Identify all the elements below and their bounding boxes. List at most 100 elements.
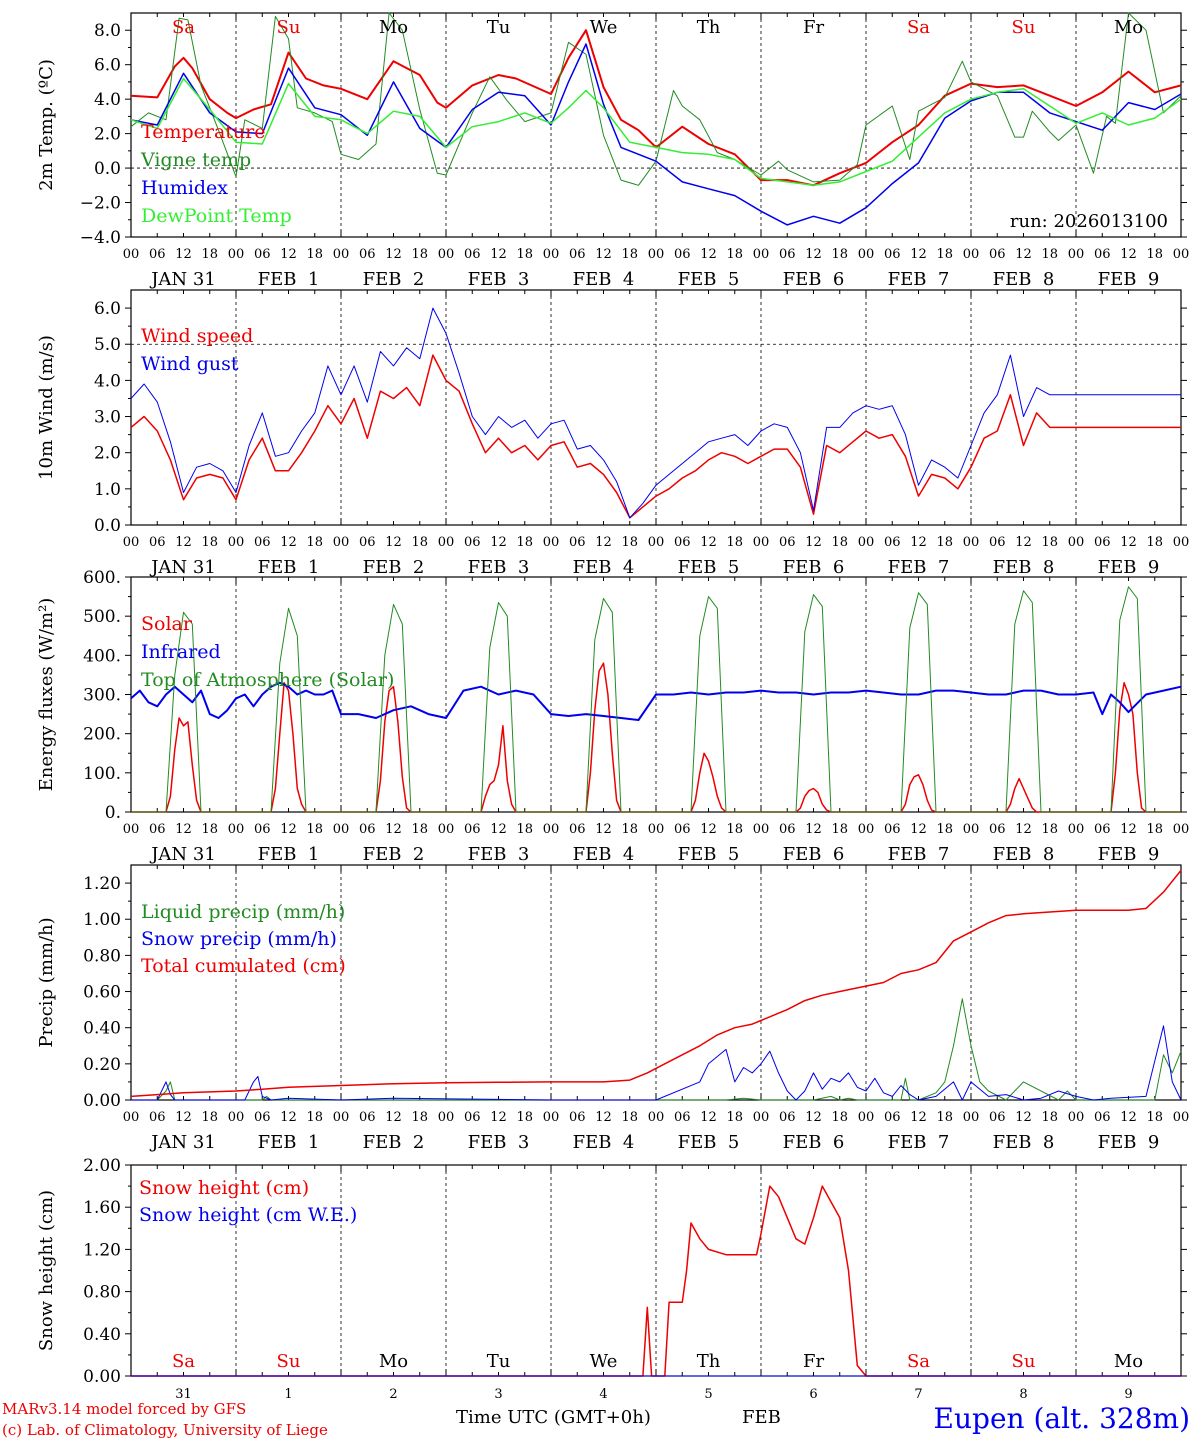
flux-hour-label: 00: [228, 822, 245, 837]
precip-hour-label: 12: [175, 1110, 192, 1125]
temp-hour-label: 12: [910, 247, 927, 262]
wind-hour-label: 06: [989, 535, 1006, 550]
flux-hour-label: 12: [910, 822, 927, 837]
wind-hour-label: 18: [831, 535, 848, 550]
flux-hour-label: 06: [149, 822, 166, 837]
temp-weekday-label: Tu: [487, 17, 511, 38]
flux-hour-label: 18: [621, 822, 638, 837]
flux-y-tick-label: 0.: [105, 803, 121, 823]
flux-hour-label: 06: [359, 822, 376, 837]
flux-date-label: FEB 3: [468, 844, 530, 865]
wind-hour-label: 06: [779, 535, 796, 550]
temp-date-label: FEB 2: [363, 269, 425, 290]
temp-hour-label: 18: [1146, 247, 1163, 262]
wind-hour-label: 00: [753, 535, 770, 550]
snow-legend-entry: Snow height (cm): [139, 1177, 309, 1199]
temp-date-label: FEB 3: [468, 269, 530, 290]
precip-hour-label: 18: [1041, 1110, 1058, 1125]
wind-hour-label: 12: [280, 535, 297, 550]
snow-day-number-label: 5: [704, 1387, 712, 1402]
flux-y-tick-label: 400.: [83, 646, 121, 666]
precip-hour-label: 12: [700, 1110, 717, 1125]
temp-series-temperature: [130, 29, 1182, 187]
snow-y-tick-label: 0.00: [83, 1367, 121, 1387]
precip-y-tick-label: 1.00: [83, 910, 121, 930]
run-label: run: 2026013100: [1010, 211, 1168, 232]
precip-hour-label: 06: [989, 1110, 1006, 1125]
wind-date-label: FEB 6: [783, 557, 845, 578]
precip-hour-label: 06: [359, 1110, 376, 1125]
flux-y-tick-label: 200.: [83, 725, 121, 745]
wind-date-label: FEB 8: [993, 557, 1055, 578]
wind-hour-label: 06: [359, 535, 376, 550]
temp-hour-label: 12: [595, 247, 612, 262]
flux-legend-entry: Top of Atmosphere (Solar): [141, 669, 394, 691]
flux-hour-label: 00: [123, 822, 140, 837]
temp-hour-label: 00: [858, 247, 875, 262]
precip-date-label: FEB 1: [258, 1132, 320, 1153]
wind-panel: 0.0 1.0 2.0 3.0 4.0 5.0 6.0 10m Wind (m/s) Wind …: [36, 289, 1189, 578]
temp-weekday-label: Sa: [172, 17, 195, 38]
precip-hour-label: 06: [884, 1110, 901, 1125]
flux-hour-label: 00: [438, 822, 455, 837]
wind-hour-label: 12: [805, 535, 822, 550]
wind-hour-label: 18: [516, 535, 533, 550]
precip-hour-label: 18: [306, 1110, 323, 1125]
wind-y-tick-label: 4.0: [94, 371, 121, 391]
flux-hour-label: 00: [753, 822, 770, 837]
temp-weekday-label: Mo: [379, 17, 408, 38]
temp-hour-label: 18: [726, 247, 743, 262]
snow-y-tick-label: 1.20: [83, 1240, 121, 1260]
temp-hour-label: 06: [359, 247, 376, 262]
temp-legend-entry: Temperature: [141, 121, 265, 143]
flux-hour-label: 06: [1094, 822, 1111, 837]
precip-hour-label: 00: [1068, 1110, 1085, 1125]
precip-date-label: FEB 5: [678, 1132, 740, 1153]
flux-hour-label: 00: [1173, 822, 1190, 837]
snow-legend-entry: Snow height (cm W.E.): [139, 1204, 357, 1226]
wind-hour-label: 18: [411, 535, 428, 550]
snow-weekday-label: Th: [697, 1351, 721, 1372]
flux-hour-label: 06: [884, 822, 901, 837]
precip-hour-label: 12: [490, 1110, 507, 1125]
precip-hour-label: 06: [1094, 1110, 1111, 1125]
precip-hour-label: 18: [936, 1110, 953, 1125]
temp-hour-label: 00: [543, 247, 560, 262]
precip-hour-label: 00: [1173, 1110, 1190, 1125]
precip-hour-label: 00: [648, 1110, 665, 1125]
flux-date-label: FEB 5: [678, 844, 740, 865]
temp-hour-label: 00: [1173, 247, 1190, 262]
precip-hour-label: 06: [464, 1110, 481, 1125]
precip-date-label: FEB 9: [1098, 1132, 1160, 1153]
temp-hour-label: 00: [648, 247, 665, 262]
temp-y-tick-label: 6.0: [94, 56, 121, 76]
flux-date-label: JAN 31: [149, 844, 216, 865]
snow-day-number-label: 3: [494, 1387, 502, 1402]
precip-hour-label: 00: [753, 1110, 770, 1125]
location-label: Eupen (alt. 328m): [934, 1402, 1190, 1435]
precip-date-label: FEB 3: [468, 1132, 530, 1153]
flux-hour-label: 18: [516, 822, 533, 837]
temp-legend-entry: Vigne temp: [140, 149, 251, 171]
temp-hour-label: 12: [280, 247, 297, 262]
temp-date-label: FEB 9: [1098, 269, 1160, 290]
temp-weekday-label: Su: [1012, 17, 1036, 38]
credit-line-1: MARv3.14 model forced by GFS: [2, 1400, 246, 1418]
flux-hour-label: 18: [1041, 822, 1058, 837]
wind-hour-label: 12: [700, 535, 717, 550]
flux-legend-entry: Solar: [141, 613, 193, 635]
flux-hour-label: 12: [490, 822, 507, 837]
precip-date-label: JAN 31: [149, 1132, 216, 1153]
precip-hour-label: 12: [1120, 1110, 1137, 1125]
wind-date-label: FEB 2: [363, 557, 425, 578]
flux-hour-label: 00: [648, 822, 665, 837]
precip-hour-label: 18: [411, 1110, 428, 1125]
temp-series-vigne-temp: [130, 12, 1182, 186]
flux-hour-label: 06: [989, 822, 1006, 837]
flux-date-label: FEB 7: [888, 844, 950, 865]
precip-y-tick-label: 0.20: [83, 1055, 121, 1075]
flux-hour-label: 12: [700, 822, 717, 837]
snow-weekday-label: Su: [277, 1351, 301, 1372]
temp-weekday-label: Sa: [907, 17, 930, 38]
